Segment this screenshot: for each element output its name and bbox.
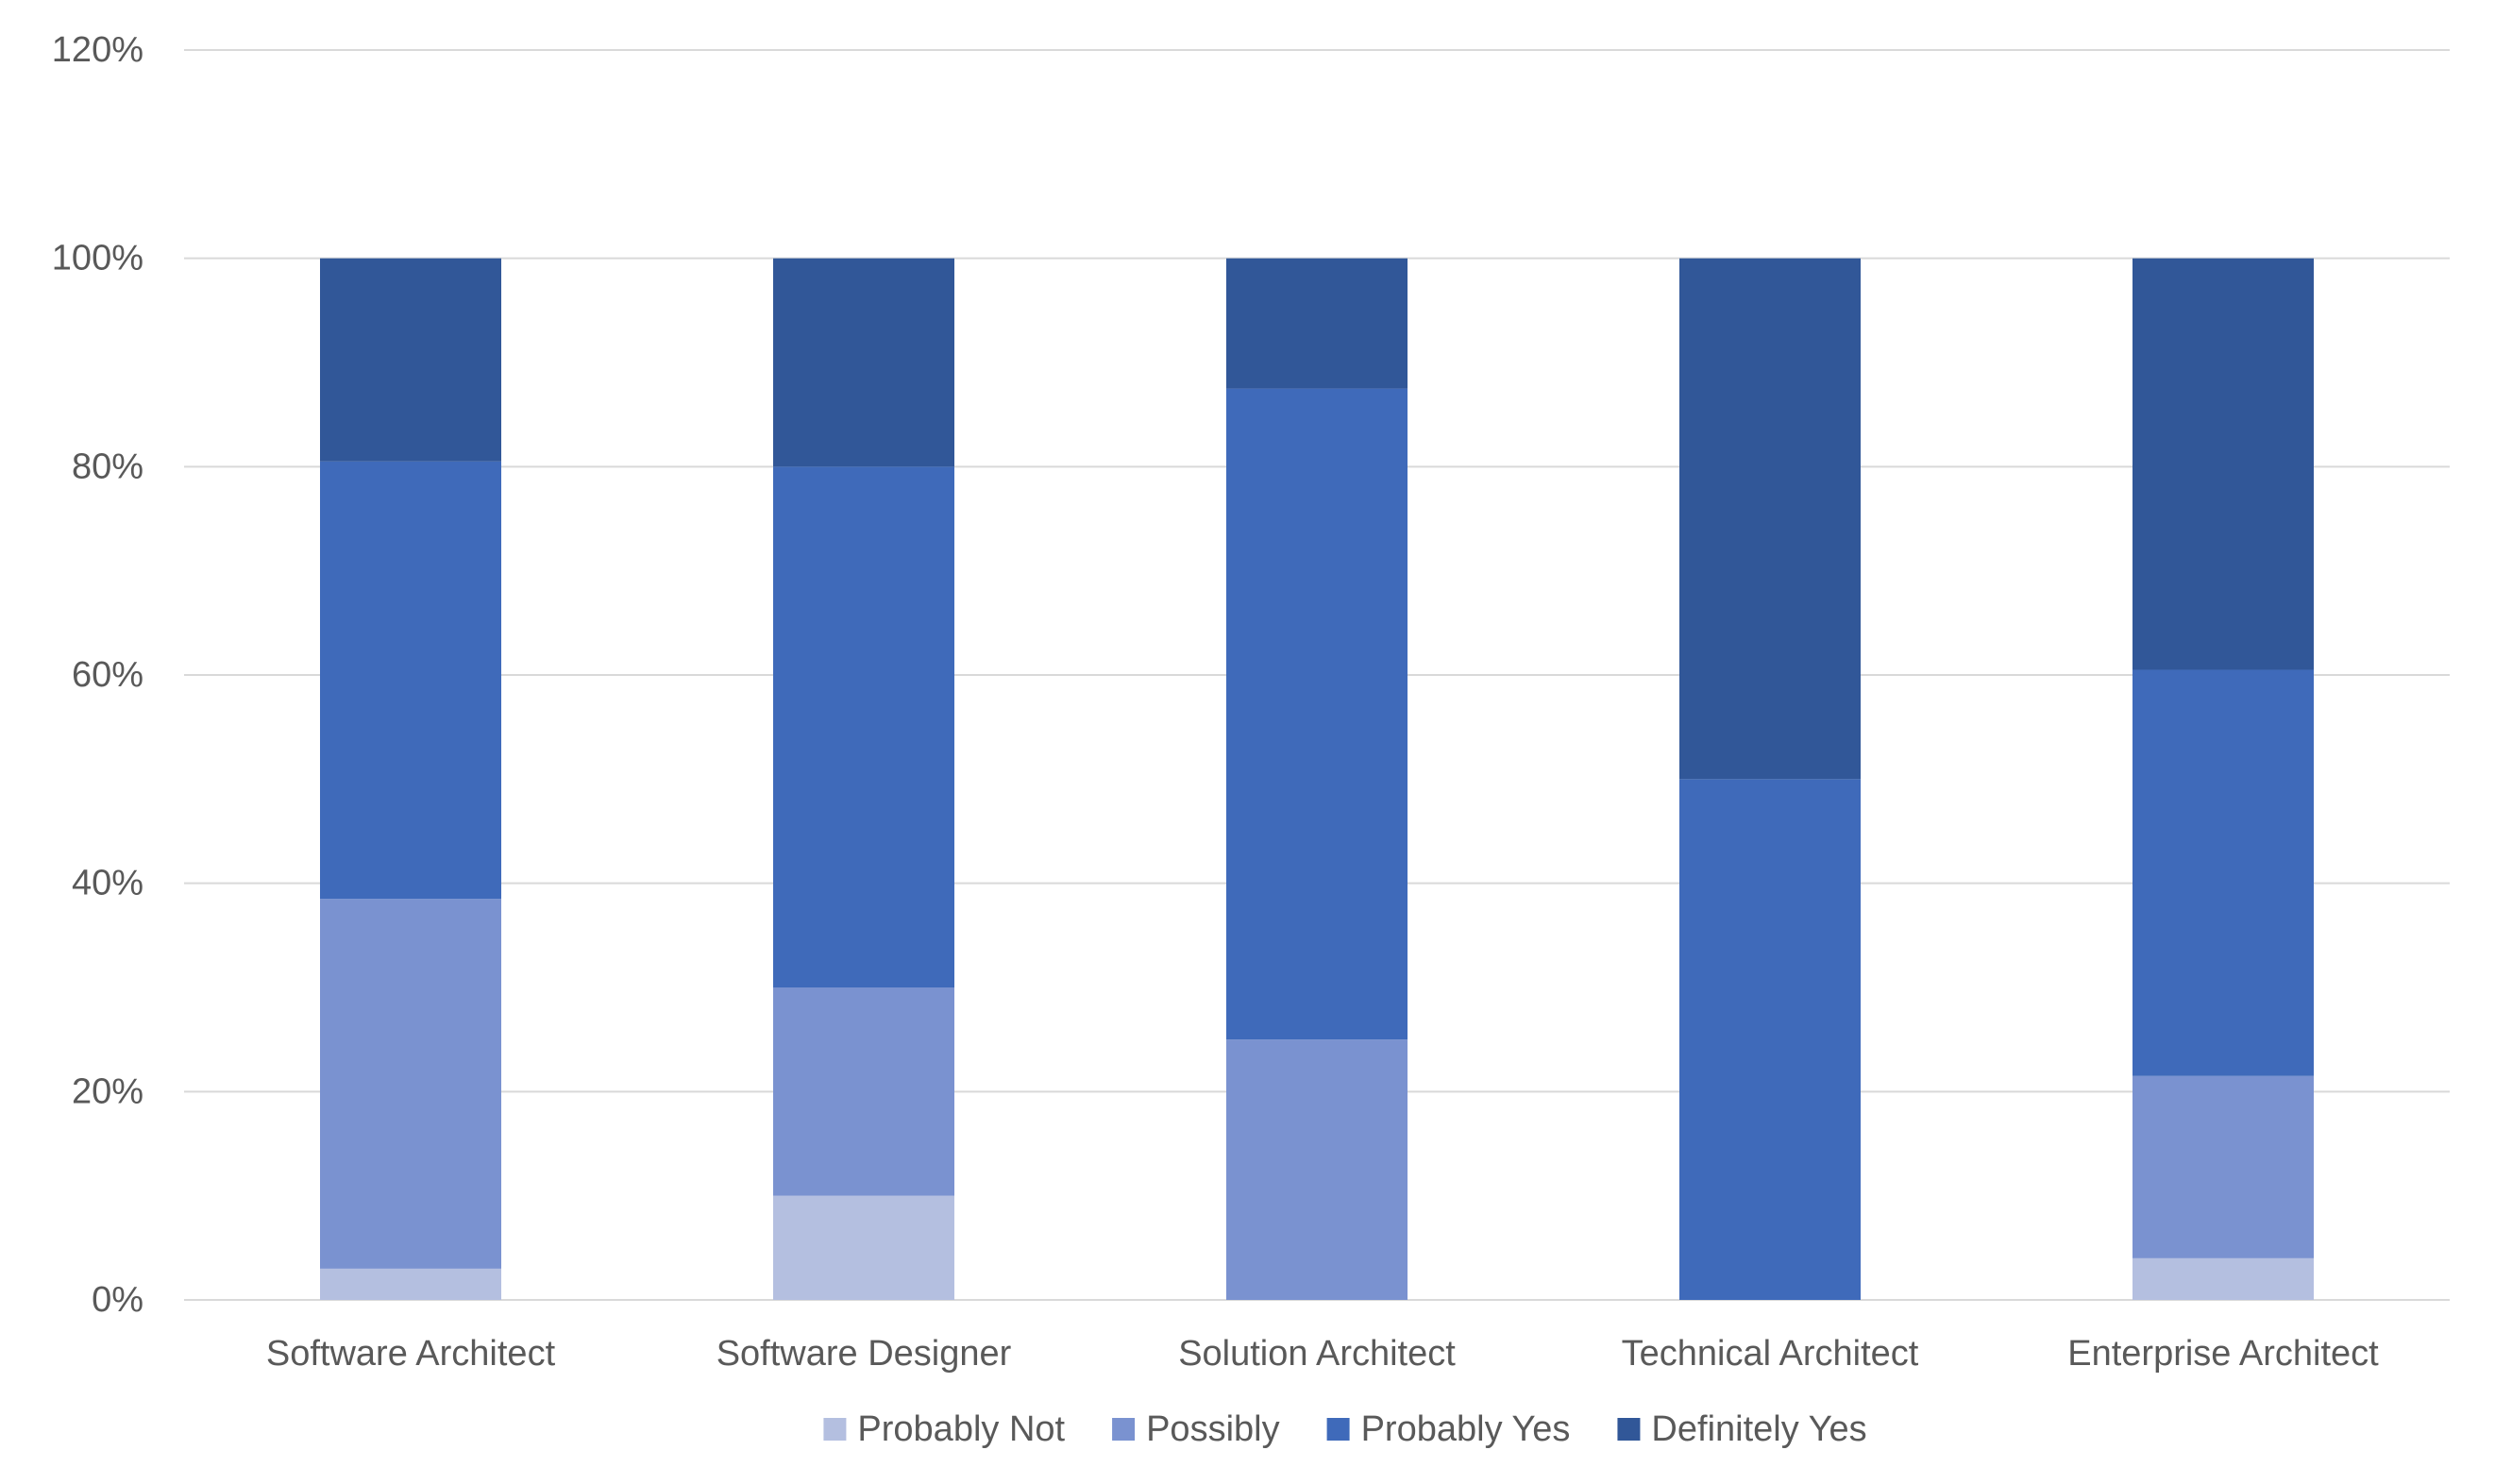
legend-item: Definitely Yes xyxy=(1617,1409,1867,1449)
y-axis-tick-labels: 0% 20% 40% 60% 80% 100% 120% xyxy=(52,30,143,1320)
bar-segment xyxy=(1679,258,1861,780)
legend-item: Possibly xyxy=(1112,1409,1280,1449)
bar-stack xyxy=(773,258,954,1300)
bar-segment xyxy=(320,1268,501,1300)
bar-segment xyxy=(2133,669,2314,1076)
y-tick-label: 40% xyxy=(72,864,143,903)
x-category-label: Technical Architect xyxy=(1622,1334,1919,1374)
bar-segment xyxy=(773,1195,954,1300)
bar-segment xyxy=(320,899,501,1269)
y-tick-label: 60% xyxy=(72,655,143,695)
legend-item: Probably Yes xyxy=(1326,1409,1571,1449)
bar-segment xyxy=(1226,258,1408,389)
y-tick-label: 0% xyxy=(92,1280,143,1320)
x-axis-category-labels: Software Architect Software Designer Solut… xyxy=(266,1334,2379,1374)
x-category-label: Software Designer xyxy=(716,1334,1012,1374)
legend-label: Possibly xyxy=(1146,1409,1280,1449)
legend-label: Definitely Yes xyxy=(1651,1409,1866,1449)
bar-segment xyxy=(1226,388,1408,1040)
legend-swatch xyxy=(1112,1418,1136,1441)
legend-label: Probably Not xyxy=(857,1409,1065,1449)
legend-item: Probably Not xyxy=(823,1409,1066,1449)
bar-stack xyxy=(1679,258,1861,1300)
x-category-label: Enterprise Architect xyxy=(2067,1334,2379,1374)
x-category-label: Solution Architect xyxy=(1178,1334,1456,1374)
bar-segment xyxy=(2133,1257,2314,1300)
bar-segment xyxy=(1679,779,1861,1300)
bar-segment xyxy=(2133,258,2314,670)
legend-swatch xyxy=(1617,1418,1641,1441)
y-tick-label: 80% xyxy=(72,447,143,486)
bar-segment xyxy=(2133,1075,2314,1258)
x-category-label: Software Architect xyxy=(266,1334,556,1374)
bar-segment xyxy=(320,258,501,462)
legend-label: Probably Yes xyxy=(1361,1409,1571,1449)
bar-stack xyxy=(320,258,501,1300)
y-tick-label: 120% xyxy=(52,30,143,70)
y-tick-label: 100% xyxy=(52,239,143,278)
bar-segment xyxy=(320,461,501,900)
bars xyxy=(320,258,2314,1300)
bar-segment xyxy=(773,466,954,987)
legend-swatch xyxy=(823,1418,847,1441)
bar-segment xyxy=(773,258,954,467)
bar-segment xyxy=(1226,1039,1408,1300)
bar-stack xyxy=(2133,258,2314,1300)
bar-stack xyxy=(1226,258,1408,1300)
y-tick-label: 20% xyxy=(72,1071,143,1111)
legend-swatch xyxy=(1326,1418,1350,1441)
bar-segment xyxy=(773,987,954,1196)
legend: Probably Not Possibly Probably Yes Definite… xyxy=(823,1409,1867,1449)
